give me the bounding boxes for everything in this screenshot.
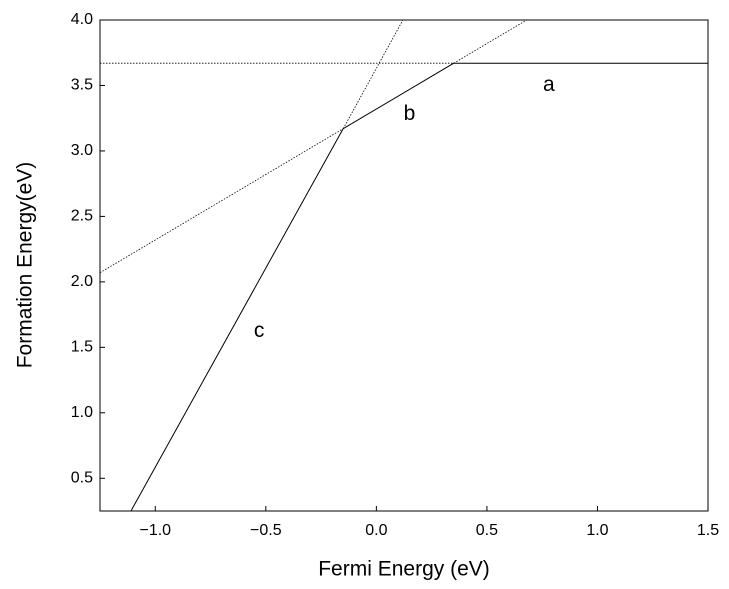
y-tick-label: 3.0 [71,142,93,159]
x-tick-label: 1.0 [586,522,608,539]
y-tick-label: 1.0 [71,404,93,421]
x-tick-label: 0.5 [476,522,498,539]
x-tick-label: 1.5 [697,522,719,539]
y-tick-label: 4.0 [71,11,93,28]
y-tick-label: 3.5 [71,77,93,94]
series-label: c [254,319,265,342]
series-label: a [543,73,555,96]
plot-frame [99,19,709,512]
line-segment [453,19,527,64]
y-tick-label: 0.5 [71,469,93,486]
line-segment [342,19,404,129]
y-tick-label: 2.0 [71,273,93,290]
y-axis-label: Formation Energy(eV) [14,162,37,369]
x-tick-label: 0.0 [365,522,387,539]
x-tick-label: −0.5 [250,522,282,539]
line-segment [99,128,344,274]
y-tick-label: 1.5 [71,339,93,356]
x-tick-label: −1.0 [139,522,171,539]
x-axis-label: Fermi Energy (eV) [318,558,490,581]
line-segment [130,128,344,512]
series-label: b [404,102,416,125]
y-tick-label: 2.5 [71,208,93,225]
line-segment [342,62,455,130]
